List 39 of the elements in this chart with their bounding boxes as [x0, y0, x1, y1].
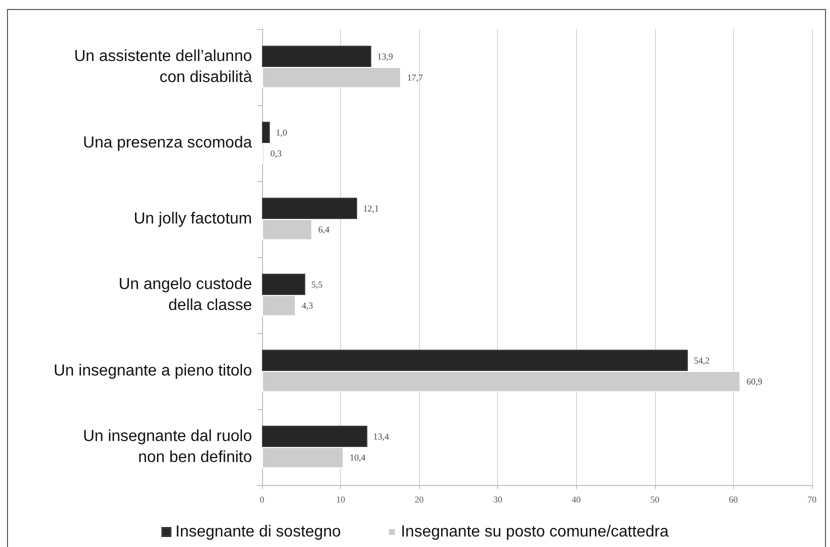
y-tick-label: Un jolly factotum: [134, 210, 252, 228]
data-label: 12,1: [363, 203, 379, 214]
bar: [262, 274, 306, 295]
x-tick-label: 30: [493, 494, 503, 504]
bar: [262, 67, 402, 88]
data-label: 5,5: [311, 279, 323, 290]
y-tick-label: Un insegnante a pieno titolo: [54, 362, 252, 380]
x-tick-label: 20: [414, 494, 424, 504]
x-tick-label: 0: [260, 494, 265, 504]
data-label: 17,7: [407, 72, 424, 83]
bar: [262, 426, 368, 447]
data-label: 1,0: [276, 127, 288, 138]
data-label: 6,4: [318, 224, 330, 235]
x-tick-label: 10: [336, 494, 346, 504]
y-tick-label: Un assistente dell’alunno con disabilità: [74, 48, 252, 86]
data-label: 60,9: [746, 376, 763, 387]
y-tick-label: Un insegnante dal ruolo non ben definito: [82, 428, 252, 466]
y-tick-label: Una presenza scomoda: [83, 134, 252, 152]
legend-label: Insegnante di sostegno: [175, 524, 341, 540]
bar: [262, 447, 344, 468]
legend-label: Insegnante su posto comune/cattedra: [400, 524, 669, 540]
bar: [262, 122, 270, 143]
data-label: 4,3: [302, 300, 314, 311]
data-label: 10,4: [350, 452, 366, 463]
y-tick-label: Un angelo custode della classe: [118, 276, 252, 314]
bar: [262, 371, 740, 392]
data-label: 13,4: [373, 431, 390, 442]
x-tick-label: 60: [728, 494, 738, 504]
bar: [262, 219, 312, 240]
bar: [262, 46, 372, 67]
data-label: 13,9: [377, 51, 394, 62]
x-tick-label: 70: [808, 494, 817, 504]
x-tick-label: 50: [650, 494, 660, 504]
x-tick-label: 40: [572, 494, 582, 504]
bar: [262, 350, 688, 371]
bar: [262, 295, 296, 316]
data-label: 0,3: [270, 148, 282, 159]
bar: [262, 198, 358, 219]
data-label: 54,2: [694, 355, 710, 366]
